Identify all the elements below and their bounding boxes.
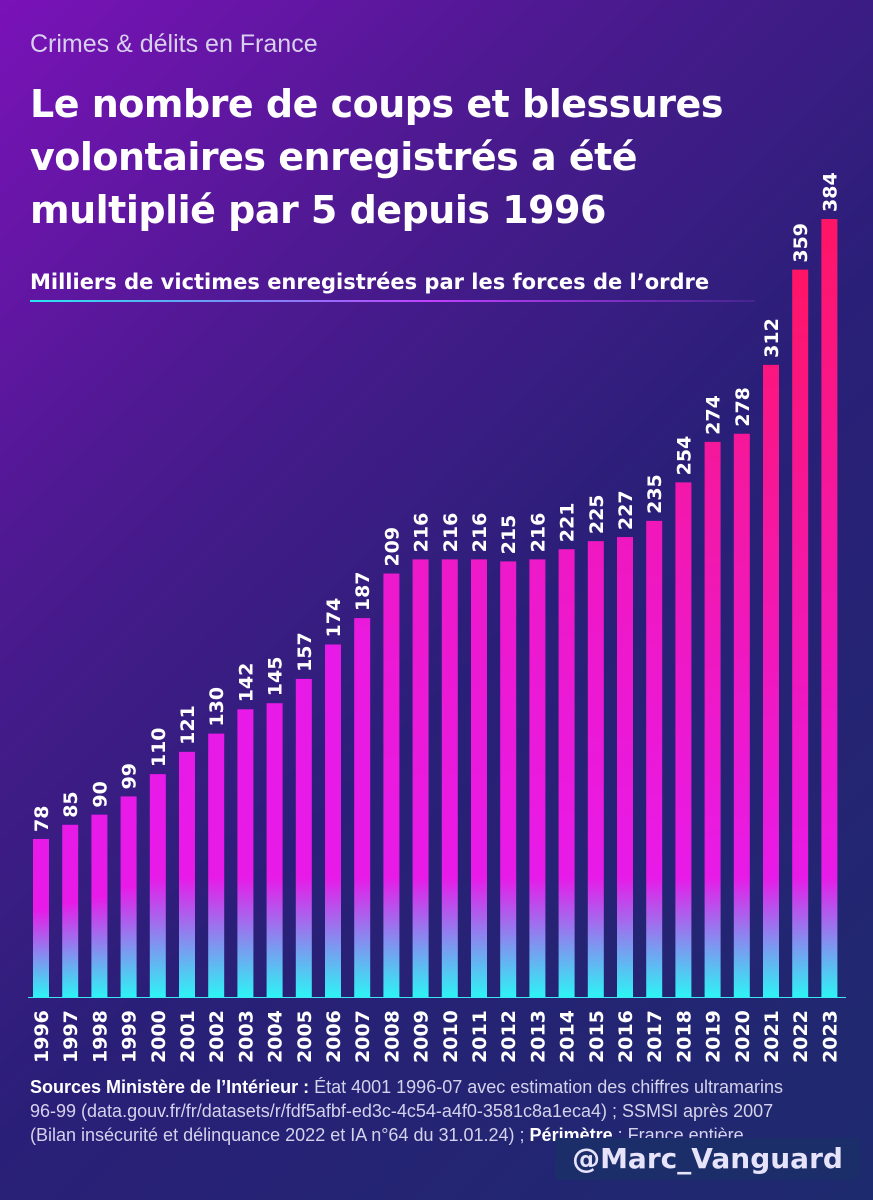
value-label: 221 [557,503,579,543]
bar-2002 [208,733,225,997]
x-tick-label: 2000 [148,1010,170,1063]
chart-title-line: Le nombre de coups et blessures [30,82,723,126]
value-label: 312 [761,318,783,358]
bar-2014 [558,549,575,997]
bar-2000 [149,774,166,997]
bar-2009 [412,559,429,997]
value-label: 142 [235,663,257,703]
chart-title-line: multiplié par 5 depuis 1996 [30,188,606,232]
bar-2008 [383,573,400,997]
value-label: 216 [469,513,491,553]
x-tick-label: 2019 [703,1010,725,1063]
bar-2022 [792,269,809,998]
bar-2003 [237,709,254,997]
bar-2004 [266,703,283,997]
chart-subtitle: Milliers de victimes enregistrées par le… [30,270,710,294]
bar-2007 [354,618,371,997]
source-note: Sources Ministère de l’Intérieur : État … [30,1075,790,1147]
x-tick-label: 2022 [790,1010,812,1063]
x-tick-label: 2011 [469,1010,491,1063]
bar-1996 [33,838,49,997]
x-tick-label: 2001 [177,1010,199,1063]
bar-1998 [91,814,108,997]
x-tick-label: 2005 [294,1010,316,1063]
value-label: 216 [440,513,462,553]
value-label: 254 [673,436,695,476]
bar-1997 [62,824,79,997]
value-label: 78 [31,806,53,832]
x-tick-label: 1999 [119,1010,141,1063]
bar-2023 [821,219,838,997]
bar-2019 [704,441,721,997]
x-tick-label: 2015 [586,1010,608,1063]
value-label: 278 [732,387,754,427]
x-tick-label: 2004 [265,1010,287,1063]
value-label: 130 [206,687,228,727]
x-tick-label: 2020 [732,1010,754,1063]
bar-2006 [325,644,341,997]
bar-1999 [120,796,137,997]
bar-2017 [646,520,663,997]
x-tick-label: 2012 [498,1010,520,1063]
source-text: État 4001 1996-07 avec estimation des ch… [30,1077,784,1145]
author-handle: @Marc_Vanguard [555,1138,860,1180]
bar-2012 [500,561,517,997]
chart-kicker: Crimes & délits en France [30,30,318,58]
x-tick-label: 2010 [440,1010,462,1063]
chart-title: Le nombre de coups et blessures volontai… [30,78,830,237]
x-tick-label: 2013 [527,1010,549,1063]
x-tick-label: 2017 [644,1010,666,1063]
value-label: 235 [644,474,666,514]
x-tick-label: 2018 [673,1010,695,1063]
value-label: 90 [89,781,111,807]
bar-2013 [529,559,546,997]
source-label: Sources Ministère de l’Intérieur : [30,1077,310,1097]
bar-2016 [617,537,633,997]
value-label: 384 [819,172,841,212]
bar-2015 [587,541,604,997]
bar-2018 [675,482,692,998]
x-tick-label: 2006 [323,1010,345,1063]
x-tick-label: 1996 [31,1010,53,1063]
value-label: 145 [265,657,287,697]
x-tick-label: 1997 [60,1010,82,1063]
x-tick-label: 2016 [615,1010,637,1063]
subtitle-underline [30,300,755,302]
value-label: 216 [411,513,433,553]
value-label: 215 [498,515,520,555]
bar-2001 [179,751,195,997]
value-label: 274 [703,395,725,435]
value-label: 157 [294,632,316,672]
value-label: 225 [586,494,608,534]
bar-2021 [763,364,779,997]
value-label: 110 [148,727,170,767]
bar-2010 [441,559,458,997]
x-tick-label: 2021 [761,1010,783,1063]
value-label: 209 [381,527,403,567]
x-tick-label: 2023 [819,1010,841,1063]
value-label: 85 [60,791,82,817]
bar-2005 [295,678,312,997]
value-label: 227 [615,490,637,530]
value-label: 359 [790,223,812,263]
x-tick-label: 2009 [411,1010,433,1063]
value-label: 187 [352,571,374,611]
value-label: 174 [323,598,345,638]
x-tick-label: 2003 [235,1010,257,1063]
x-tick-label: 2014 [557,1010,579,1063]
value-label: 216 [527,513,549,553]
value-label: 99 [119,763,141,789]
bar-2020 [733,433,750,998]
value-label: 121 [177,705,199,745]
chart-title-line: volontaires enregistrés a été [30,135,638,179]
x-tick-label: 1998 [89,1010,111,1063]
x-tick-label: 2002 [206,1010,228,1063]
x-tick-label: 2007 [352,1010,374,1063]
x-tick-label: 2008 [381,1010,403,1063]
bar-2011 [471,559,487,997]
